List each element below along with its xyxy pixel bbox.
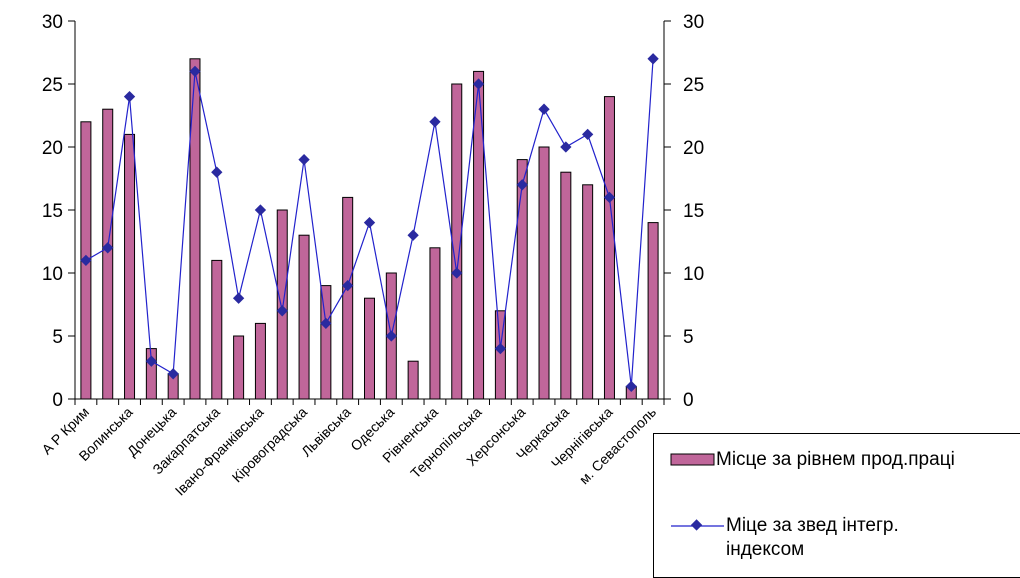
y-tick-label-left: 5 <box>52 327 63 348</box>
axes: 0 5 10 15 20 25 30 0 5 10 15 20 25 30 <box>42 12 704 411</box>
category-labels: А Р КримВолинськаДонецькаЗакарпатськаІва… <box>38 404 659 499</box>
y-tick-label-left: 20 <box>42 138 63 159</box>
bar <box>560 171 572 400</box>
line-point-marker <box>123 90 136 103</box>
line-point-marker <box>625 380 637 393</box>
y-tick-label-left: 10 <box>42 264 63 285</box>
line-point-marker <box>560 141 572 153</box>
bar <box>254 322 266 400</box>
line-point-marker <box>603 191 616 204</box>
bar <box>429 247 441 400</box>
bar <box>145 348 157 400</box>
line-point-marker <box>516 179 528 191</box>
bar <box>582 184 594 400</box>
line-point-marker <box>320 317 332 330</box>
y-tick-label-right: 0 <box>683 390 694 411</box>
line-swatch-icon <box>671 519 724 531</box>
bar <box>211 259 223 400</box>
bar <box>364 297 375 400</box>
bar <box>647 222 659 400</box>
bar <box>276 209 288 400</box>
legend-item-line: Міце за звед інтегр. індексом <box>654 514 946 562</box>
bar <box>233 335 245 400</box>
legend-label-bar: Місце за рівнем прод.праці <box>716 449 955 470</box>
legend: Місце за рівнем прод.праці Міце за звед … <box>653 433 1020 578</box>
y-tick-label-right: 15 <box>683 201 704 222</box>
category-label: м. Севастополь <box>576 404 659 487</box>
line-point-marker <box>254 204 267 216</box>
line-point-marker <box>538 103 550 115</box>
line-series <box>80 53 659 393</box>
y-tick-label-right: 30 <box>683 12 704 33</box>
y-tick-label-left: 0 <box>52 390 63 411</box>
line-point-marker <box>298 153 310 166</box>
line-point-marker <box>363 216 376 229</box>
line-point-marker <box>647 53 659 65</box>
line-point-marker <box>451 267 463 279</box>
legend-label-line: Міце за звед інтегр. індексом <box>726 515 899 560</box>
bar <box>342 196 354 400</box>
line-point-marker <box>342 279 354 292</box>
bar <box>102 108 114 400</box>
y-tick-label-left: 15 <box>42 201 63 222</box>
line-point-marker <box>494 342 507 355</box>
line-point-marker <box>232 292 245 304</box>
bar <box>516 159 528 400</box>
bar <box>494 310 506 400</box>
category-label: Кіровоградська <box>229 404 311 486</box>
y-tick-label-right: 20 <box>683 138 704 159</box>
line-point-marker <box>145 355 158 367</box>
y-tick-label-right: 10 <box>683 264 704 285</box>
line-point-marker <box>276 305 288 317</box>
line-point-marker <box>211 166 223 178</box>
line-point-marker <box>581 128 594 141</box>
y-tick-label-right: 25 <box>683 75 704 96</box>
bar <box>124 133 136 400</box>
y-tick-label-left: 30 <box>42 12 63 33</box>
line-point-marker <box>167 368 179 380</box>
y-tick-label-right: 5 <box>683 327 694 348</box>
bar <box>189 58 201 400</box>
bar-series <box>80 58 659 400</box>
bar <box>473 70 485 400</box>
bar <box>603 96 615 400</box>
legend-item-bar: Місце за рівнем прод.праці <box>654 448 955 472</box>
bar <box>320 285 332 400</box>
line-point-marker <box>407 229 419 241</box>
y-tick-label-left: 25 <box>42 75 63 96</box>
bar-swatch-icon <box>670 453 715 466</box>
line-point-marker <box>385 330 397 342</box>
bar <box>298 234 310 400</box>
line-point-marker <box>429 116 441 128</box>
bar <box>407 360 419 400</box>
bar <box>538 146 550 400</box>
